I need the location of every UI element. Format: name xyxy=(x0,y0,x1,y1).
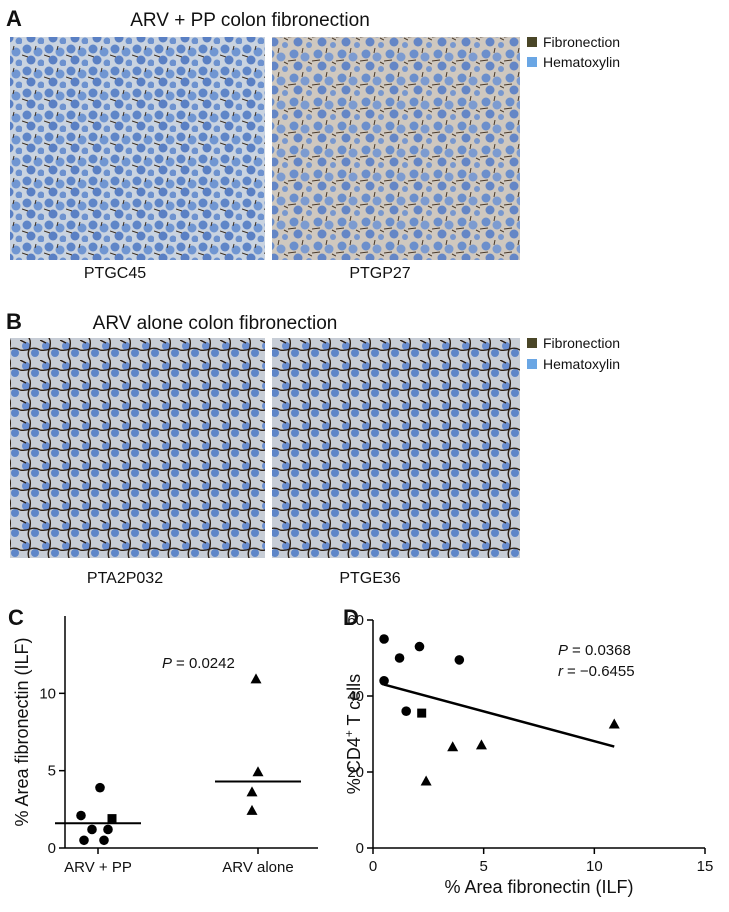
data-point xyxy=(246,804,258,815)
legend-swatch xyxy=(527,359,537,369)
legend-swatch xyxy=(527,338,537,348)
legend-swatch xyxy=(527,37,537,47)
x-tick-label: ARV + PP xyxy=(64,859,132,876)
data-point xyxy=(79,835,89,846)
x-axis-title: % Area fibronectin (ILF) xyxy=(444,877,633,897)
y-tick-label: 20 xyxy=(347,764,364,781)
data-point xyxy=(99,835,109,846)
data-point xyxy=(608,718,620,729)
data-point xyxy=(76,810,86,821)
data-point xyxy=(401,706,412,716)
data-point xyxy=(107,814,117,824)
panel-label: C xyxy=(8,605,24,630)
micrograph xyxy=(10,37,265,260)
y-axis-title: % CD4+ T cells xyxy=(342,674,364,794)
annotation: P = 0.0368 xyxy=(558,642,631,659)
data-point xyxy=(252,766,264,777)
panel-label: A xyxy=(6,6,22,31)
data-point xyxy=(103,824,113,835)
y-tick-label: 40 xyxy=(347,688,364,705)
data-point xyxy=(95,782,105,793)
data-point xyxy=(454,655,465,665)
data-point xyxy=(379,676,389,686)
data-point xyxy=(475,739,487,750)
y-axis-title-main: % CD4 xyxy=(344,737,364,794)
legend-label: Hematoxylin xyxy=(543,356,620,372)
micrograph xyxy=(10,338,265,558)
image-caption: PTGC45 xyxy=(84,265,146,282)
y-tick-label: 0 xyxy=(356,840,364,857)
panel-label: B xyxy=(6,309,22,334)
annotation: r = −0.6455 xyxy=(558,663,635,680)
y-tick-label: 0 xyxy=(48,840,56,857)
legend-label: Fibronection xyxy=(543,335,620,351)
image-caption: PTA2P032 xyxy=(87,570,163,587)
data-point xyxy=(87,824,97,835)
data-point xyxy=(250,673,262,684)
annotation-text: = 0.0368 xyxy=(572,642,631,659)
panel-title: ARV alone colon fibronection xyxy=(93,313,338,334)
annotation-symbol: P xyxy=(162,655,172,672)
y-axis-title: % Area fibronectin (ILF) xyxy=(12,637,32,826)
annotation-text: = 0.0242 xyxy=(176,655,235,672)
panel-title: ARV + PP colon fibronection xyxy=(130,10,370,31)
x-tick-label: 15 xyxy=(697,858,714,875)
image-caption: PTGP27 xyxy=(349,265,410,282)
panel-label: D xyxy=(343,605,359,630)
data-point xyxy=(394,653,405,663)
data-point xyxy=(414,641,425,652)
fit-line xyxy=(383,683,615,748)
annotation-symbol: P xyxy=(558,642,568,659)
micrograph xyxy=(272,338,520,558)
data-point xyxy=(447,741,459,752)
y-tick-label: 60 xyxy=(347,612,364,629)
annotation-symbol: r xyxy=(558,663,564,680)
x-tick-label: 0 xyxy=(369,858,377,875)
y-axis-title-rest: T cells xyxy=(344,674,364,730)
data-point xyxy=(379,634,389,644)
legend-label: Fibronection xyxy=(543,34,620,50)
data-point xyxy=(246,786,258,797)
data-point xyxy=(417,708,427,718)
annotation-text: = −0.6455 xyxy=(567,663,635,680)
legend-swatch xyxy=(527,57,537,67)
y-axis-title-sup: + xyxy=(342,730,356,737)
x-tick-label: 10 xyxy=(586,858,603,875)
annotation: P = 0.0242 xyxy=(162,655,235,672)
y-tick-label: 10 xyxy=(39,685,56,702)
x-tick-label: ARV alone xyxy=(222,859,293,876)
image-caption: PTGE36 xyxy=(339,570,400,587)
legend-label: Hematoxylin xyxy=(543,54,620,70)
y-tick-label: 5 xyxy=(48,763,56,780)
micrograph xyxy=(272,37,520,260)
data-point xyxy=(420,775,432,786)
x-tick-label: 5 xyxy=(479,858,487,875)
